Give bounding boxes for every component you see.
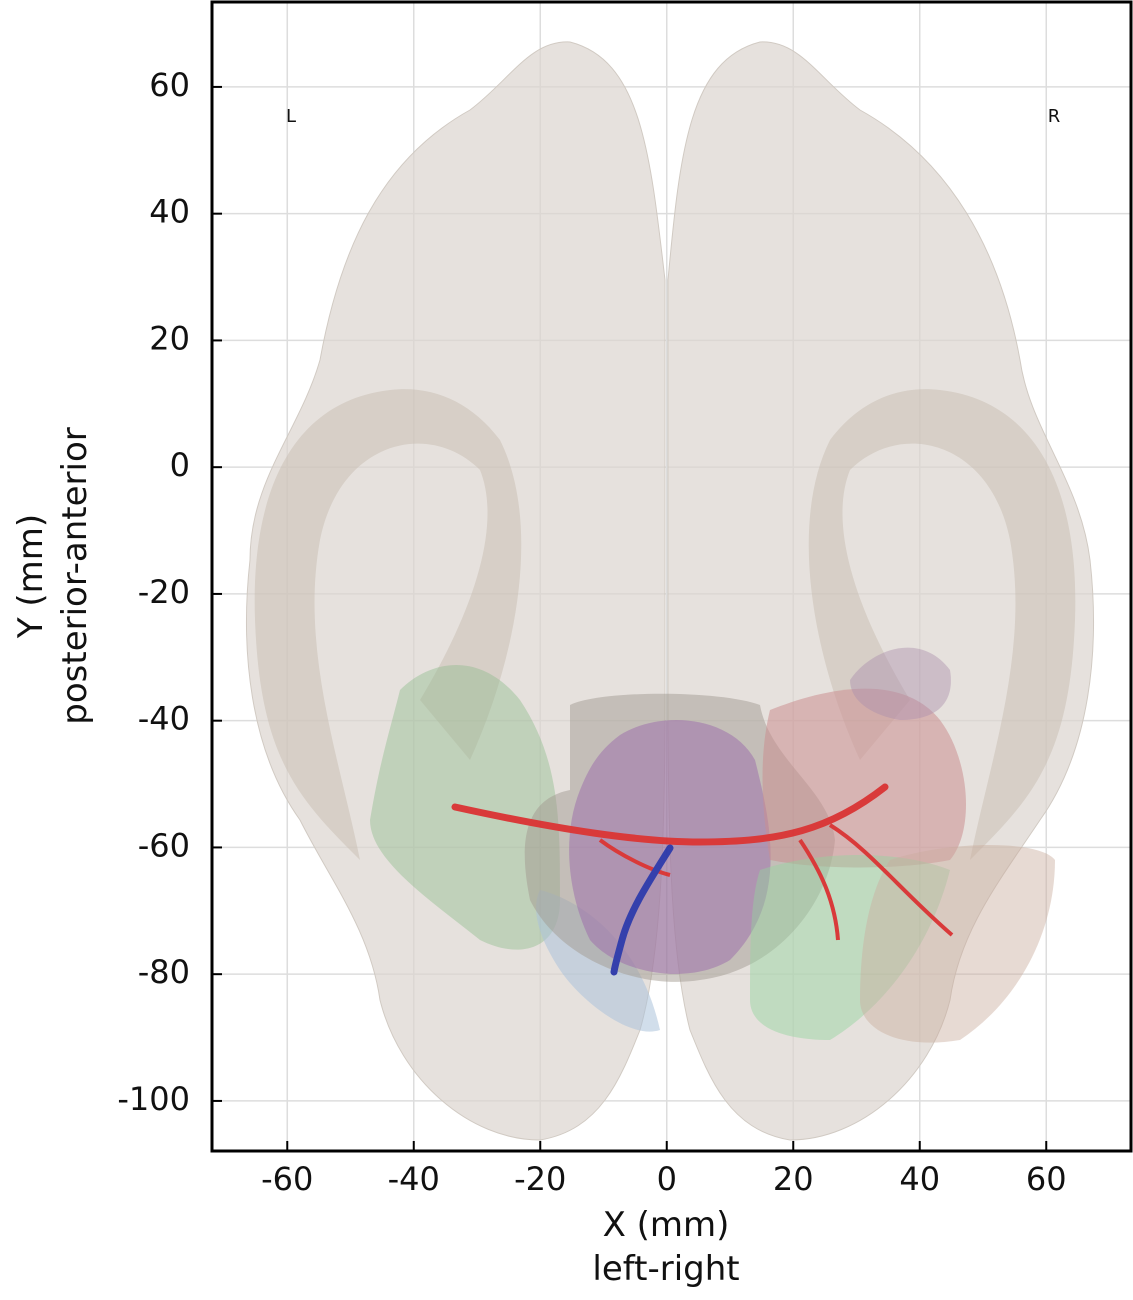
annotation: R <box>1048 106 1061 127</box>
plot-frame <box>210 0 1133 1153</box>
y-tick-label: -60 <box>138 826 190 864</box>
x-tick-label: -20 <box>514 1160 566 1198</box>
annotation: L <box>286 106 296 127</box>
x-tick-label: -40 <box>388 1160 440 1198</box>
y-tick-label: 40 <box>149 193 190 231</box>
region-purple-right <box>850 647 951 720</box>
x-axis-label: X (mm) <box>603 1205 730 1245</box>
x-tick-label: 40 <box>899 1160 940 1198</box>
y-tick-label: 60 <box>149 66 190 104</box>
y-axis-label: posterior-anterior <box>55 427 95 725</box>
x-tick-label: -60 <box>261 1160 313 1198</box>
region-green-right <box>750 855 950 1040</box>
y-tick-label: -80 <box>138 953 190 991</box>
tract-red-branch <box>598 823 954 941</box>
ventricle-left <box>254 389 522 860</box>
y-tick-label: -100 <box>117 1080 190 1118</box>
y-axis-label: Y (mm) <box>11 514 51 639</box>
y-tick-label: 20 <box>149 319 190 357</box>
y-tick-label: -20 <box>138 573 190 611</box>
tract-red <box>451 783 889 846</box>
region-blue <box>536 890 660 1032</box>
tract-blue <box>610 844 674 976</box>
y-tick-label: 0 <box>170 446 190 484</box>
y-tick-label: -40 <box>138 700 190 738</box>
brain-illustration <box>246 41 1094 1141</box>
ventricle-right <box>808 389 1076 860</box>
region-red-right <box>762 688 967 868</box>
x-tick-label: 0 <box>657 1160 677 1198</box>
x-tick-label: 60 <box>1026 1160 1067 1198</box>
x-axis-label: left-right <box>592 1249 739 1289</box>
x-tick-label: 20 <box>773 1160 814 1198</box>
